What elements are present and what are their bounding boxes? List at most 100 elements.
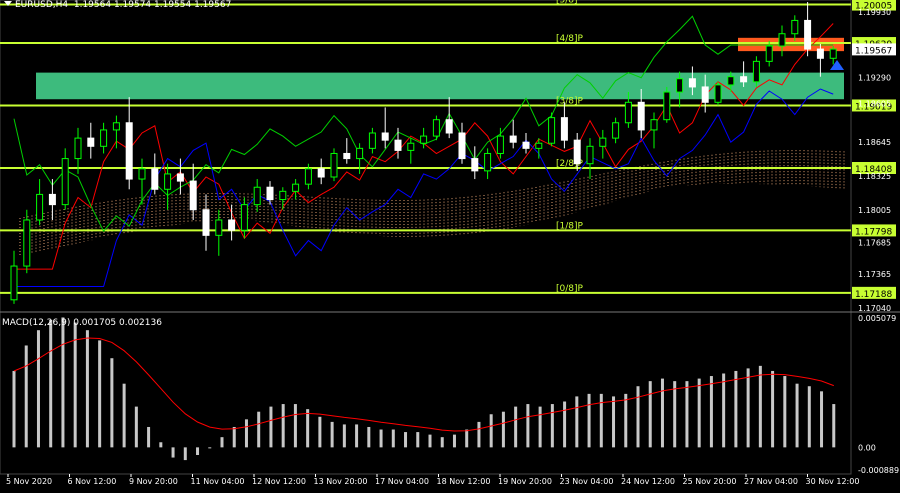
candle-body [599, 137, 607, 147]
macd-bar [220, 437, 224, 448]
macd-bar [440, 437, 444, 448]
macd-bar [24, 345, 28, 448]
macd-bar [232, 426, 236, 448]
macd-bar [73, 322, 77, 448]
macd-bar [648, 381, 652, 448]
macd-bar [391, 429, 395, 448]
time-axis-label: 23 Nov 04:00 [560, 477, 614, 486]
candle-body [317, 168, 325, 178]
macd-bar [416, 432, 420, 448]
macd-bar [171, 447, 175, 458]
candle-body [304, 168, 312, 185]
signal-arrow-icon [830, 60, 844, 70]
candle-body [240, 204, 248, 231]
macd-bar [563, 401, 567, 448]
price-axis-tick: 1.19930 [858, 8, 891, 17]
macd-signal-line [13, 337, 834, 432]
candle-body [458, 132, 466, 160]
macd-bar [538, 406, 542, 448]
price-tag-box [852, 224, 896, 237]
price-axis-tick: 1.18005 [858, 206, 891, 215]
candle-body [138, 168, 146, 180]
candle-body [10, 265, 18, 301]
macd-bar [318, 416, 322, 448]
time-axis-label: 13 Nov 20:00 [314, 477, 368, 486]
macd-bar [526, 404, 530, 448]
macd-bar [379, 429, 383, 448]
price-tag-text: 1.19019 [855, 102, 892, 112]
candle-body [509, 135, 517, 143]
macd-bar [98, 340, 102, 448]
candle-body [663, 91, 671, 121]
candle-body [637, 101, 645, 131]
candle-body [343, 152, 351, 160]
macd-bar [673, 381, 677, 448]
candle-body [586, 145, 594, 165]
candle-body [612, 122, 620, 139]
price-tag-text: 1.17188 [855, 290, 892, 300]
ohlc-readout: 1.19564 1.19574 1.19554 1.19567 [73, 0, 232, 10]
time-axis-label: 19 Nov 20:00 [498, 477, 552, 486]
macd-bar [832, 404, 836, 448]
candle-body [330, 152, 338, 178]
current-price-text: 1.19567 [855, 46, 892, 56]
macd-bar [355, 424, 359, 448]
macd-bar [367, 426, 371, 448]
candle-body [202, 209, 210, 236]
candle-body [432, 119, 440, 137]
symbol-label: EURUSD,H4 [15, 0, 69, 10]
candle-body [535, 142, 543, 149]
tenkan-line [14, 88, 834, 287]
macd-bar [257, 411, 261, 448]
candle-body [560, 117, 568, 141]
candle-body [624, 101, 632, 124]
candle-body [36, 193, 44, 221]
candle-body [548, 117, 556, 144]
candle-body [688, 78, 696, 88]
macd-bar [709, 376, 713, 448]
macd-bar [575, 396, 579, 448]
candle-body [701, 86, 709, 103]
macd-title: MACD(12,26,9) 0.001705 0.002136 [2, 318, 162, 328]
candle-body [714, 84, 722, 103]
candle-body [228, 219, 236, 231]
macd-bar [183, 447, 187, 461]
macd-bar [477, 421, 481, 448]
macd-bar [501, 411, 505, 448]
candle-body [394, 139, 402, 151]
macd-axis-tick: -0.000889 [858, 466, 899, 475]
candle-body [407, 142, 415, 151]
macd-bar [660, 378, 664, 448]
macd-bar [722, 373, 726, 448]
chart-frame [0, 0, 852, 475]
candle-body [650, 119, 658, 131]
dropdown-triangle-icon[interactable] [4, 1, 12, 6]
macd-bar [599, 393, 603, 448]
time-axis-label: 6 Nov 12:00 [68, 477, 117, 486]
murrey-level-label: [0/8]P [556, 284, 584, 294]
candle-body [829, 48, 837, 59]
macd-bar [85, 330, 89, 448]
candle-body [522, 141, 530, 149]
macd-bar [795, 383, 799, 448]
macd-bar [783, 376, 787, 448]
current-price-box [852, 43, 896, 56]
candle-body [740, 76, 748, 83]
macd-bar [61, 317, 65, 448]
macd-bar [685, 381, 689, 448]
murrey-level-label: [3/8]P [556, 96, 584, 106]
macd-bar [12, 370, 16, 448]
macd-bar [306, 409, 310, 448]
price-axis-tick: 1.19290 [858, 74, 891, 83]
price-tag-text: 1.17798 [855, 227, 892, 237]
candle-body [752, 60, 760, 83]
candle-body [253, 186, 261, 206]
macd-bar [293, 404, 297, 448]
macd-bar [758, 365, 762, 448]
candle-body [445, 119, 453, 134]
macd-bar [147, 426, 151, 448]
murrey-level-label: [4/8]P [556, 34, 584, 44]
time-axis-label: 30 Nov 12:00 [806, 477, 860, 486]
